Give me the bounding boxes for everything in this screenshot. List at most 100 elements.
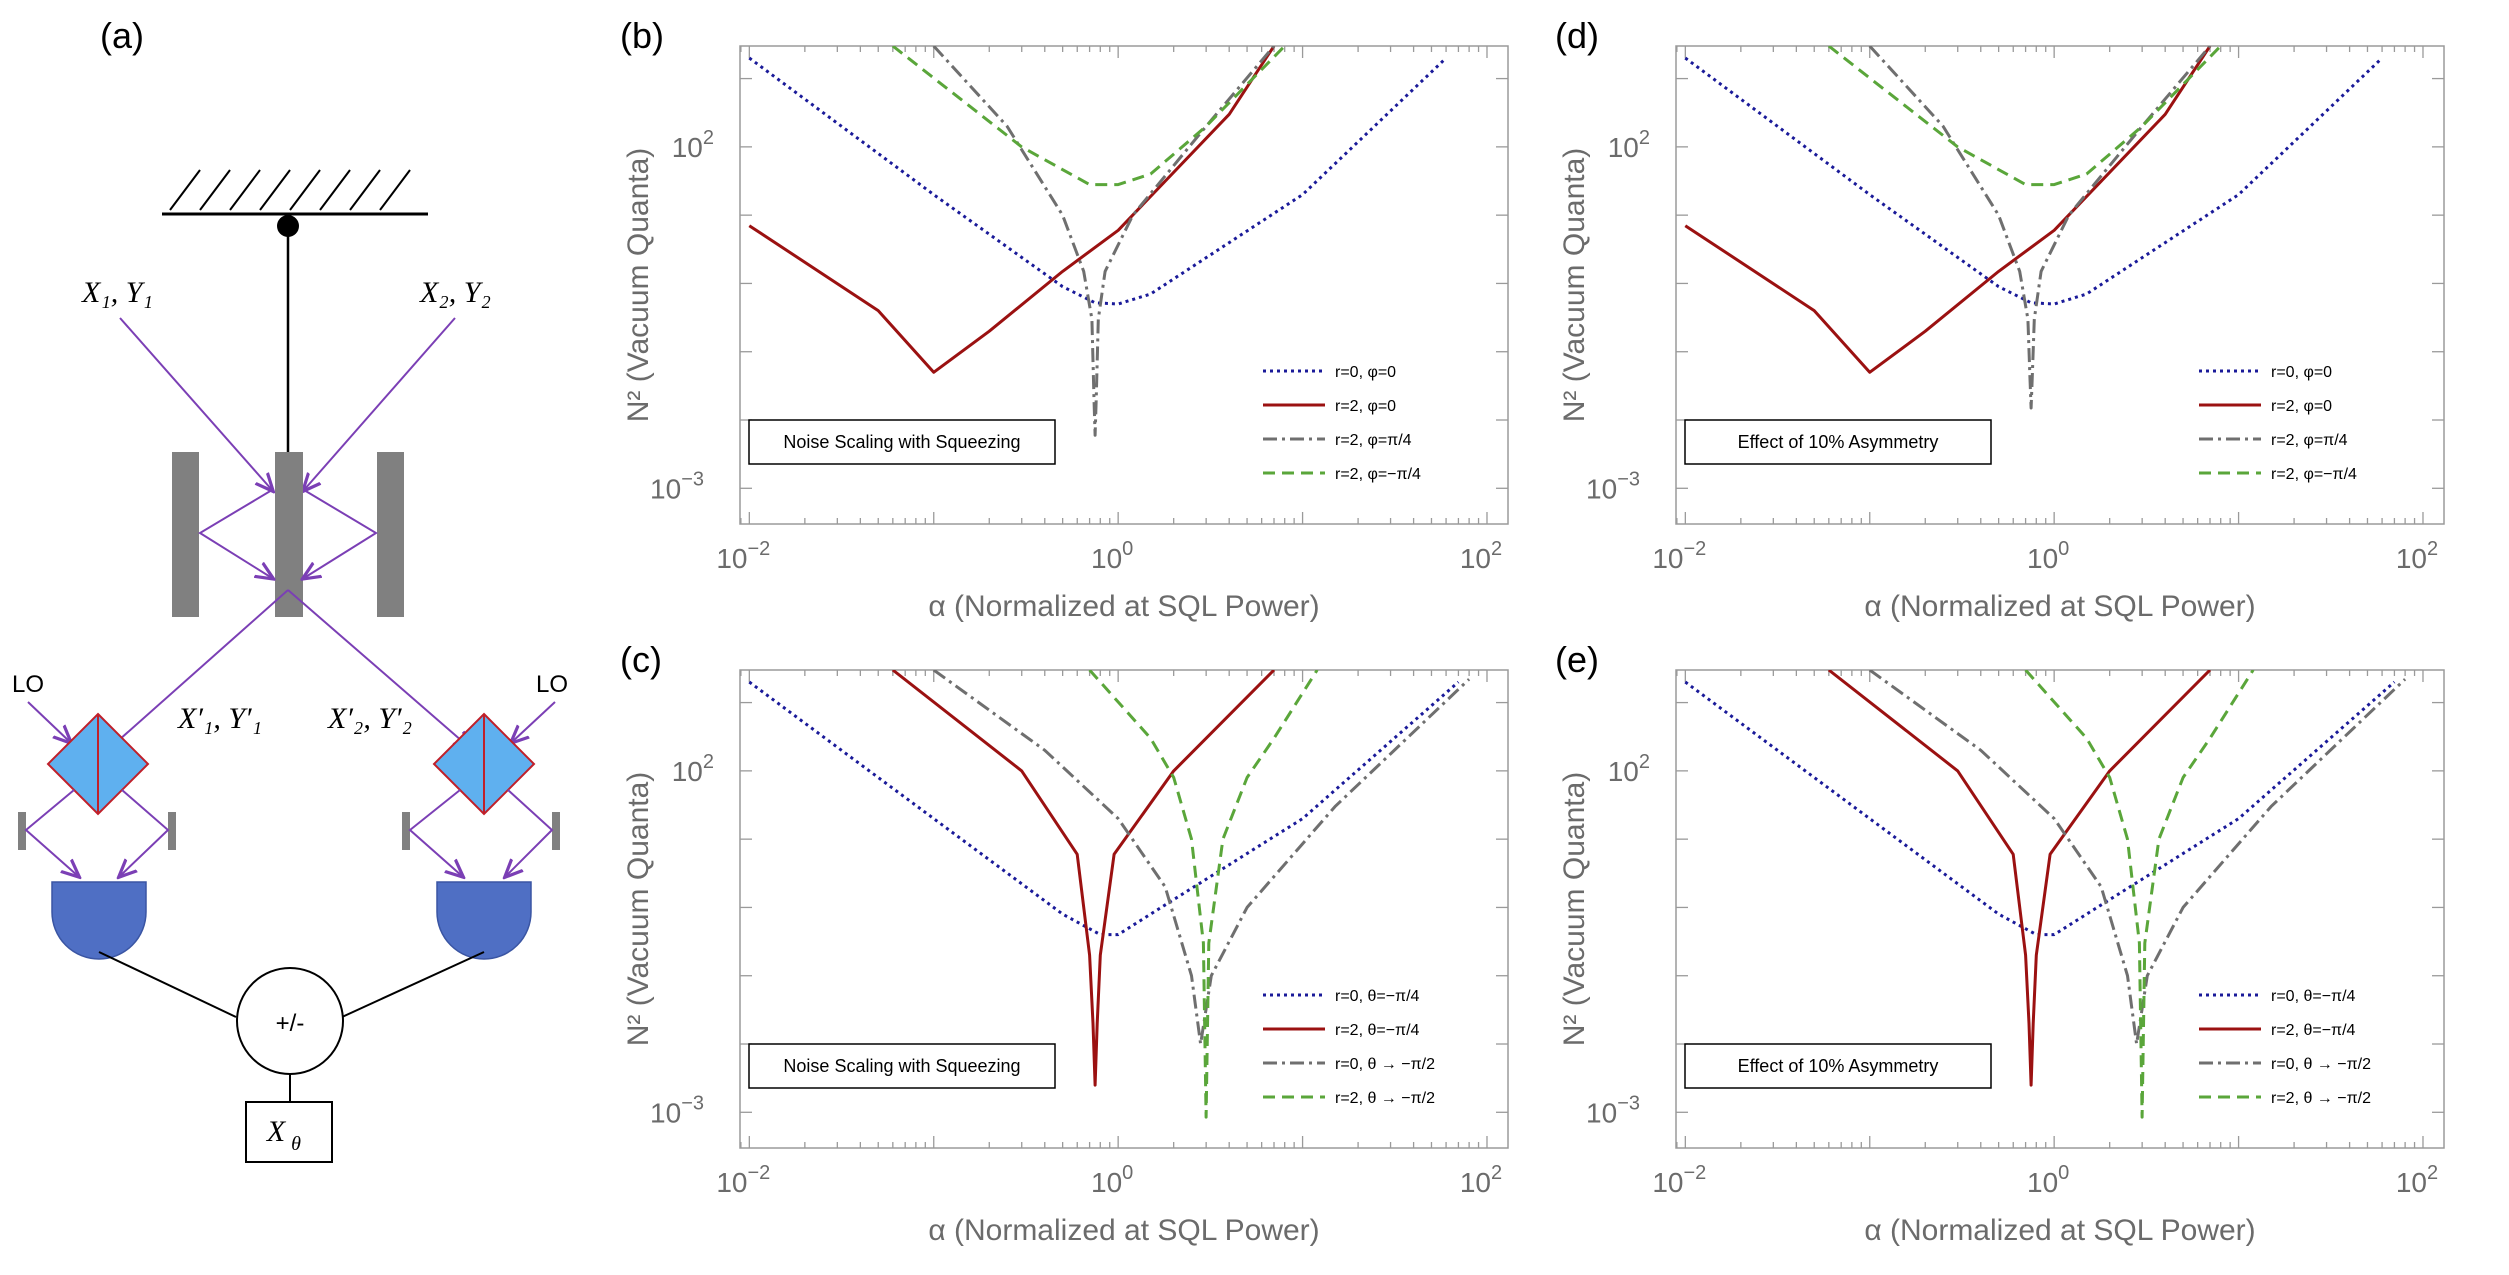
output-box-label: X — [266, 1115, 287, 1148]
x-tick-label: 102 — [1460, 1162, 1502, 1198]
series-line-1 — [1684, 56, 2384, 306]
mirror-right — [377, 452, 404, 617]
plot-frame — [739, 45, 1509, 525]
plot-frame — [739, 669, 1509, 1149]
series-line-3 — [1868, 46, 2212, 410]
legend-entry: r=2, θ → −π/2 — [2271, 1090, 2371, 1107]
panel-label: (c) — [620, 639, 662, 680]
x-axis-title: α (Normalized at SQL Power) — [928, 590, 1319, 623]
x-tick-label: 10−2 — [716, 1162, 770, 1198]
mirror-left — [172, 452, 199, 617]
series-group — [1684, 46, 2384, 410]
charts: (b) 10−2 100 102 102 10−3 α (Normalized at SQL… — [620, 15, 2445, 1247]
mirror-center — [275, 452, 303, 617]
series-line-2 — [748, 46, 1276, 374]
detector-beams — [24, 789, 554, 876]
series-line-3 — [932, 46, 1276, 437]
x-tick-label: 10−2 — [1652, 538, 1706, 574]
series-line-4 — [1088, 670, 1319, 1119]
signal-wire-right — [341, 951, 485, 1018]
panel-label: (e) — [1555, 639, 1599, 680]
output-beam-right — [287, 589, 470, 748]
info-box — [1684, 419, 1992, 465]
series-group — [748, 670, 1471, 1119]
x-tick-label: 100 — [2027, 538, 2069, 574]
axis-ticks — [1676, 670, 2444, 1148]
input-label-right: X₂, Y₂ — [419, 276, 491, 309]
lo-beam-left — [27, 701, 70, 742]
y-tick-label: 102 — [672, 751, 714, 787]
input-label-left: X₁, Y₁ — [81, 276, 153, 309]
series-group — [1684, 670, 2407, 1119]
legend-entry: r=2, φ=π/4 — [1335, 432, 1412, 449]
y-axis-title: N² (Vacuum Quanta) — [1558, 772, 1591, 1047]
optical-diagram: (a) X₁, Y₁ X₂, Y₂ — [12, 15, 568, 1163]
plot-frame — [1675, 45, 2445, 525]
bounce-beams — [198, 489, 378, 578]
series-group — [748, 46, 1448, 437]
y-tick-label: 10−3 — [1586, 468, 1640, 504]
output-label-right: X′₂, Y′₂ — [327, 702, 412, 735]
small-mirror-1 — [18, 812, 26, 850]
x-axis-title: α (Normalized at SQL Power) — [928, 1214, 1319, 1247]
plot-frame — [1675, 669, 2445, 1149]
x-tick-label: 102 — [1460, 538, 1502, 574]
x-tick-label: 100 — [1091, 1162, 1133, 1198]
legend-entry: r=0, φ=0 — [1335, 364, 1396, 381]
x-tick-label: 102 — [2396, 1162, 2438, 1198]
beam-splitter-left — [46, 712, 150, 816]
info-box — [748, 419, 1056, 465]
legend-entry: r=0, θ → −π/2 — [1335, 1056, 1435, 1073]
y-axis-title: N² (Vacuum Quanta) — [622, 148, 655, 423]
input-beam-right — [304, 317, 456, 490]
legend: r=0, θ=−π/4 r=2, θ=−π/4 r=0, θ → −π/2 r=2, … — [1263, 988, 1435, 1107]
output-label-left: X′₁, Y′₁ — [177, 702, 262, 735]
x-axis-title: α (Normalized at SQL Power) — [1864, 1214, 2255, 1247]
y-tick-label: 10−3 — [650, 468, 704, 504]
y-tick-label: 102 — [672, 127, 714, 163]
series-line-1 — [1684, 680, 2396, 937]
chart-panel-b: (b) 10−2 100 102 102 10−3 α (Normalized at SQL… — [620, 15, 1509, 623]
legend-entry: r=2, φ=0 — [2271, 398, 2332, 415]
small-mirror-4 — [552, 812, 560, 850]
legend: r=0, φ=0 r=2, φ=0 r=2, φ=π/4 r=2, φ=−π/4 — [2199, 364, 2357, 483]
legend-entry: r=0, θ=−π/4 — [2271, 988, 2356, 1005]
series-line-4 — [1827, 46, 2222, 187]
chart-panel-c: (c) 10−2 100 102 102 10−3 α (Normalized at SQL… — [620, 639, 1509, 1247]
x-tick-label: 102 — [2396, 538, 2438, 574]
small-mirror-3 — [402, 812, 410, 850]
info-box — [1684, 1043, 1992, 1089]
output-box — [245, 1101, 333, 1163]
legend: r=0, φ=0 r=2, φ=0 r=2, φ=π/4 r=2, φ=−π/4 — [1263, 364, 1421, 483]
y-axis-title: N² (Vacuum Quanta) — [1558, 148, 1591, 423]
output-beam-left — [110, 589, 289, 748]
panel-label: (d) — [1555, 15, 1599, 56]
y-tick-label: 102 — [1608, 127, 1650, 163]
series-line-3 — [932, 670, 1471, 1046]
x-tick-label: 100 — [2027, 1162, 2069, 1198]
legend-entry: r=2, θ → −π/2 — [1335, 1090, 1435, 1107]
input-beam-left — [119, 317, 272, 490]
x-tick-label: 10−2 — [1652, 1162, 1706, 1198]
x-axis-title: α (Normalized at SQL Power) — [1864, 590, 2255, 623]
info-box-text: Noise Scaling with Squeezing — [783, 432, 1020, 452]
ceiling-support — [162, 169, 428, 216]
chart-panel-e: (e) 10−2 100 102 102 10−3 α (Normalized at SQL… — [1555, 639, 2445, 1247]
legend-entry: r=2, θ=−π/4 — [2271, 1022, 2356, 1039]
lo-beam-right — [512, 701, 556, 742]
signal-wire-left — [98, 951, 237, 1018]
series-line-2 — [1827, 670, 2212, 1087]
legend-entry: r=0, θ → −π/2 — [2271, 1056, 2371, 1073]
beam-splitter-right — [432, 712, 536, 816]
series-line-1 — [748, 56, 1448, 306]
legend-entry: r=2, φ=−π/4 — [2271, 466, 2357, 483]
series-line-4 — [2024, 670, 2255, 1119]
series-line-2 — [891, 670, 1276, 1087]
y-axis-title: N² (Vacuum Quanta) — [622, 772, 655, 1047]
x-tick-label: 100 — [1091, 538, 1133, 574]
photodetector-right — [436, 881, 532, 960]
legend-entry: r=2, φ=0 — [1335, 398, 1396, 415]
legend-entry: r=2, φ=π/4 — [2271, 432, 2348, 449]
legend-entry: r=2, φ=−π/4 — [1335, 466, 1421, 483]
